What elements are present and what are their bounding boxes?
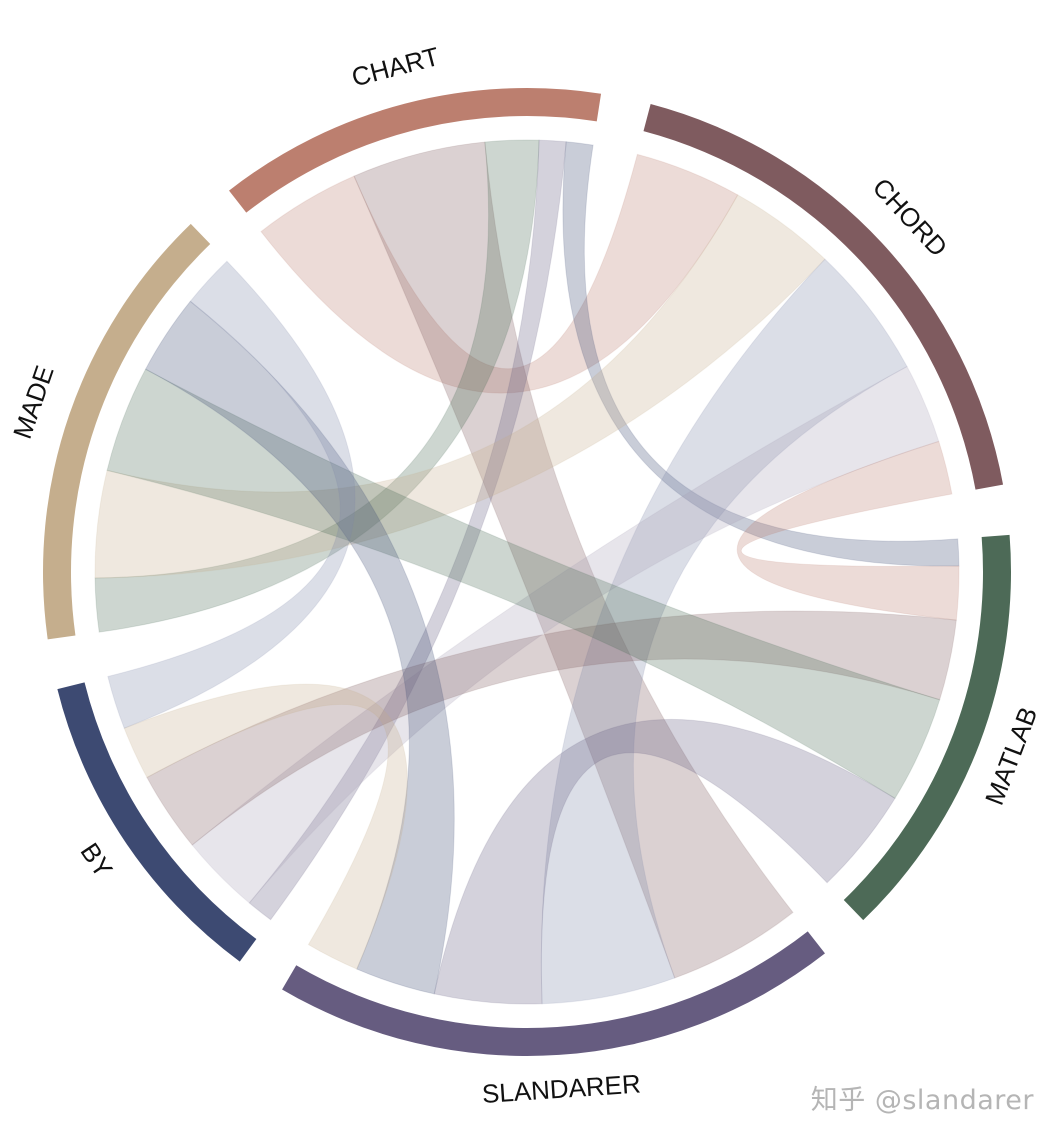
chord-ribbon-matlab-by — [146, 610, 957, 846]
chord-ribbon-chord-matlab — [736, 440, 960, 621]
chord-ribbon-chart-matlab — [562, 141, 960, 567]
group-label-by: BY — [75, 837, 119, 883]
group-arc-matlab — [843, 534, 1011, 921]
group-arc-chord — [643, 104, 1004, 490]
group-label-matlab: MATLAB — [979, 703, 1043, 809]
group-label-slandarer: SLANDARER — [481, 1069, 642, 1109]
chord-ribbon-chord-by — [191, 365, 940, 904]
chord-ribbon-chart-by — [248, 139, 567, 921]
chord-ribbon-chord-made — [94, 194, 826, 579]
group-arc-slandarer — [282, 931, 825, 1056]
chord-ribbon-chord-slandarer — [540, 258, 908, 1005]
chord-ribbon-matlab-made — [106, 368, 941, 800]
chord-ribbon-slandarer-made — [144, 300, 455, 995]
group-arc-by — [57, 682, 257, 962]
chord-ribbon-chart-slandarer — [353, 141, 794, 979]
chord-ribbon-slandarer-by — [123, 683, 408, 970]
watermark-text: 知乎 @slandarer — [810, 1085, 1034, 1116]
chord-ribbon-chart-chord — [260, 153, 739, 394]
group-arcs-layer — [43, 88, 1011, 1056]
chord-ribbon-by-made — [107, 260, 356, 729]
chord-ribbon-chart-made — [94, 139, 540, 633]
group-label-made: MADE — [7, 362, 60, 443]
ribbons-layer — [94, 139, 960, 1005]
group-arc-made — [43, 223, 211, 640]
group-label-chart: CHART — [348, 41, 442, 93]
group-arc-chart — [229, 88, 602, 213]
chord-ribbon-matlab-slandarer — [433, 718, 896, 1005]
